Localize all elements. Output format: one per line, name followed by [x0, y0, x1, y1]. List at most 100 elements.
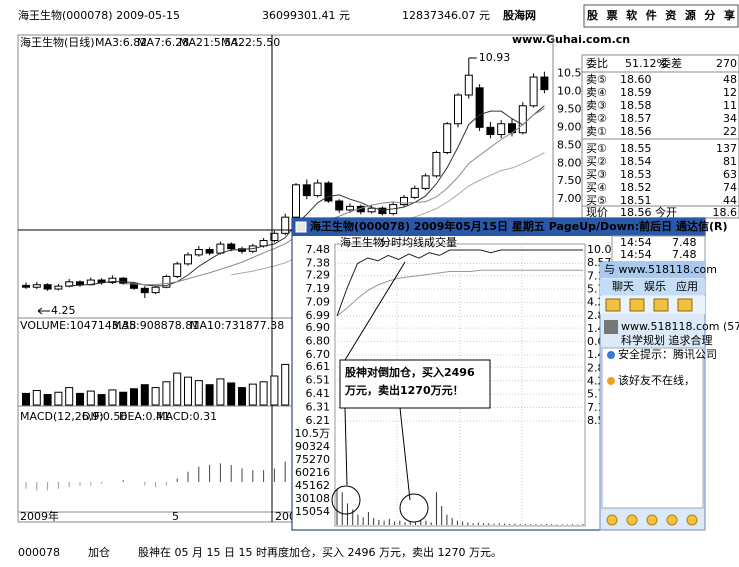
- volume-legend: VOLUME:1047143.38: [20, 319, 136, 332]
- candle-body: [346, 205, 354, 211]
- orderbook-volume: 137: [716, 142, 737, 155]
- orderbook-side: 买③: [586, 168, 607, 181]
- price-tick: 7.48: [306, 243, 331, 256]
- price-axis-label: 10.00: [557, 84, 589, 97]
- price-tick: 6.99: [306, 309, 331, 322]
- logo-box: [583, 4, 739, 28]
- volume-tick: 45162: [295, 479, 330, 492]
- highlight-circle: [331, 485, 361, 515]
- trade-time: 14:54: [620, 248, 652, 261]
- orderbook-volume: 34: [723, 112, 737, 125]
- orderbook-price: 18.51: [620, 194, 652, 207]
- candle-body: [540, 76, 549, 91]
- volume-bar: [76, 392, 84, 406]
- volume-bar: [162, 381, 171, 406]
- volume-bar: [43, 394, 52, 406]
- orderbook-volume: 48: [723, 73, 737, 86]
- candle-body: [119, 277, 128, 284]
- intraday-legend: 均线: [402, 235, 424, 249]
- date-label: 2009年: [20, 509, 59, 523]
- volume-tick: 60216: [295, 466, 330, 479]
- candle-body: [97, 279, 106, 284]
- qq-tool-icon[interactable]: [653, 298, 669, 312]
- candle-body: [76, 281, 84, 286]
- candle-body: [32, 284, 41, 288]
- price-axis-label: 10.50: [557, 66, 589, 79]
- macd-legend: DEA:0.41: [119, 410, 170, 423]
- candle-body: [529, 76, 538, 107]
- note-pointer: [399, 407, 411, 501]
- candle-body: [130, 282, 138, 289]
- qq-tab[interactable]: 聊天: [612, 279, 634, 293]
- orderbook-last: 18.6: [713, 206, 738, 219]
- qq-tool-icon[interactable]: [629, 298, 645, 312]
- macd-legend: MACD(12,26,9): [20, 410, 104, 423]
- candle-body: [216, 243, 225, 254]
- qq-motto: 科学规划 追求合理: [621, 333, 713, 347]
- price-tick: 6.80: [306, 335, 331, 348]
- orderbook-price: 18.55: [620, 142, 652, 155]
- intraday-legend: 分时: [380, 236, 402, 249]
- volume-bar: [65, 387, 74, 406]
- candle-body: [151, 286, 160, 294]
- orderbook-side: 卖⑤: [586, 73, 607, 86]
- volume-bar: [173, 372, 182, 406]
- orderbook-volume: 44: [723, 194, 737, 207]
- qq-emoji[interactable]: [646, 514, 658, 526]
- volume-bar: [119, 391, 128, 406]
- qq-tool-icon[interactable]: [677, 298, 693, 312]
- qq-tab[interactable]: 娱乐: [644, 279, 666, 293]
- volume-bar: [140, 384, 149, 406]
- orderbook-head: 270: [716, 57, 737, 70]
- orderbook-last: 18.56: [620, 206, 652, 219]
- orderbook-price: 18.59: [620, 86, 652, 99]
- macd-legend: MACD:0.31: [156, 410, 217, 423]
- price-tick: 7.19: [306, 282, 331, 295]
- volume-bar: [248, 383, 257, 406]
- high-label: 10.93: [479, 51, 511, 64]
- qq-titlebar: [600, 262, 705, 278]
- orderbook-head: 委差: [660, 56, 682, 70]
- volume-bar: [194, 380, 203, 406]
- candle-body: [302, 184, 311, 197]
- qq-tab[interactable]: 应用: [676, 279, 698, 293]
- logo: 股海网: [503, 8, 536, 22]
- price-axis-label: 7.50: [557, 174, 582, 187]
- orderbook-price: 18.54: [620, 155, 652, 168]
- volume-bar: [54, 391, 63, 406]
- orderbook-head: 委比: [586, 57, 608, 70]
- candle-body: [486, 126, 495, 136]
- macd-legend: DIF:0.56: [82, 410, 127, 423]
- volume-tick: 10.5万: [295, 427, 331, 440]
- candle-body: [43, 284, 52, 290]
- candle-body: [454, 94, 462, 125]
- ma-legend: MA22:5.50: [221, 36, 280, 49]
- orderbook-head: 51.12%: [625, 57, 667, 70]
- price-axis-label: 9.50: [557, 102, 582, 115]
- qq-tool-icon[interactable]: [605, 298, 621, 312]
- price-tick: 7.29: [306, 269, 331, 282]
- candle-body: [378, 207, 387, 215]
- orderbook-price: 18.56: [620, 125, 652, 138]
- price-axis-label: 8.50: [557, 138, 582, 151]
- price-line: [336, 249, 583, 317]
- volume-bar: [108, 389, 117, 406]
- orderbook-last: 今开: [655, 205, 677, 219]
- volume-bar: [205, 384, 214, 406]
- price-tick: 6.31: [306, 401, 331, 414]
- candle-body: [464, 74, 473, 96]
- price-tick: 6.41: [306, 387, 331, 400]
- volume-bar: [238, 387, 246, 406]
- qq-tip: 安全提示：腾讯公司: [618, 347, 717, 361]
- label: 海王生物(000078) 2009-05-15: [18, 8, 180, 22]
- qq-emoji[interactable]: [606, 514, 618, 526]
- qq-emoji[interactable]: [626, 514, 638, 526]
- qq-emoji[interactable]: [666, 514, 678, 526]
- qq-emoji[interactable]: [686, 514, 698, 526]
- trade-price: 7.48: [672, 248, 697, 261]
- overlay-icon: [295, 221, 307, 233]
- trades-panel: [611, 235, 706, 263]
- candle-body: [475, 87, 484, 128]
- candle-body: [400, 196, 408, 206]
- candle-body: [324, 182, 333, 202]
